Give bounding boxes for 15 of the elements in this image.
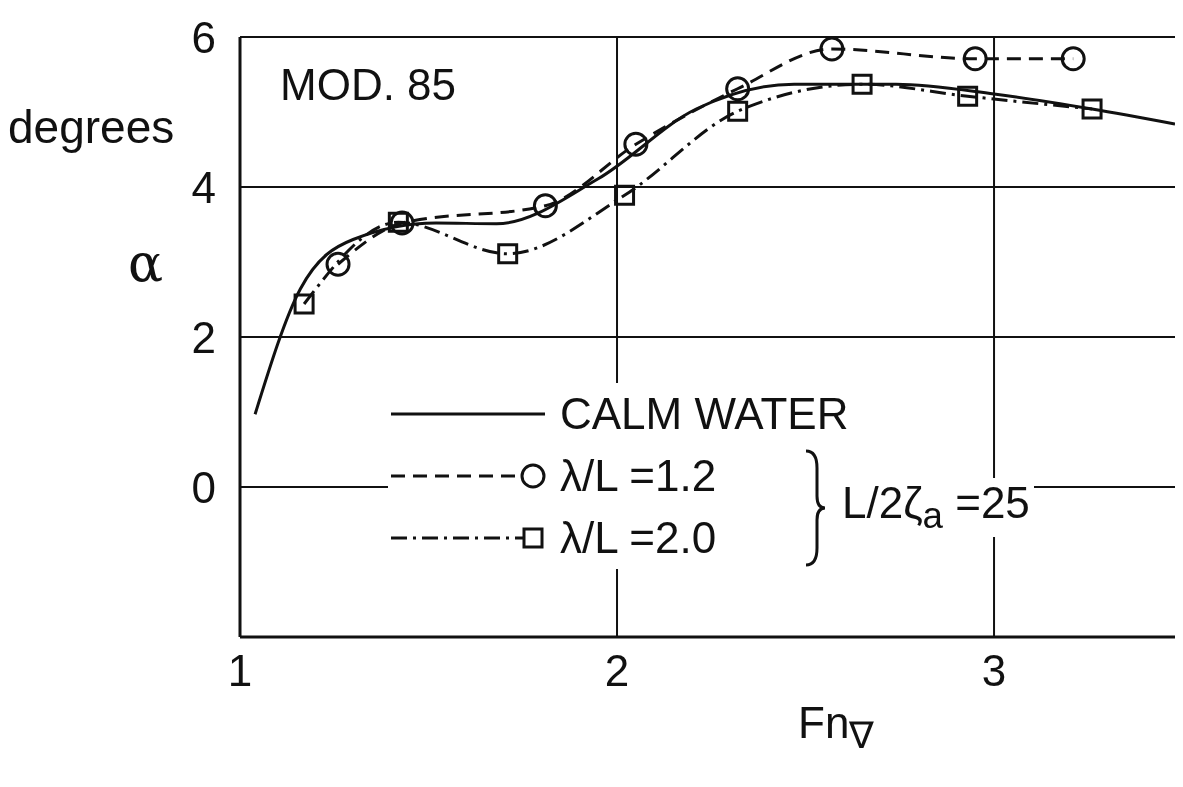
y-tick-label: 0 — [191, 462, 216, 512]
x-tick-label: 3 — [981, 646, 1007, 696]
legend-label: CALM WATER — [560, 389, 849, 439]
annotation: MOD. 85 — [276, 60, 461, 110]
x-tick-label: 1 — [227, 646, 253, 696]
y-tick-label: 2 — [191, 312, 216, 362]
y-tick-label: 6 — [191, 12, 216, 62]
legend-label: λ/L =1.2 — [560, 451, 717, 501]
text: degrees — [8, 100, 175, 154]
x-tick-label: 2 — [604, 646, 630, 696]
legend-label: λ/L =2.0 — [560, 513, 717, 563]
x-axis-title: Fn$_{∇}$ — [798, 698, 875, 757]
y-tick-label: 4 — [191, 162, 216, 212]
y-axis-title: α — [128, 233, 164, 293]
annotation: L/2ζ$_{a}$ =25 — [838, 478, 1034, 537]
